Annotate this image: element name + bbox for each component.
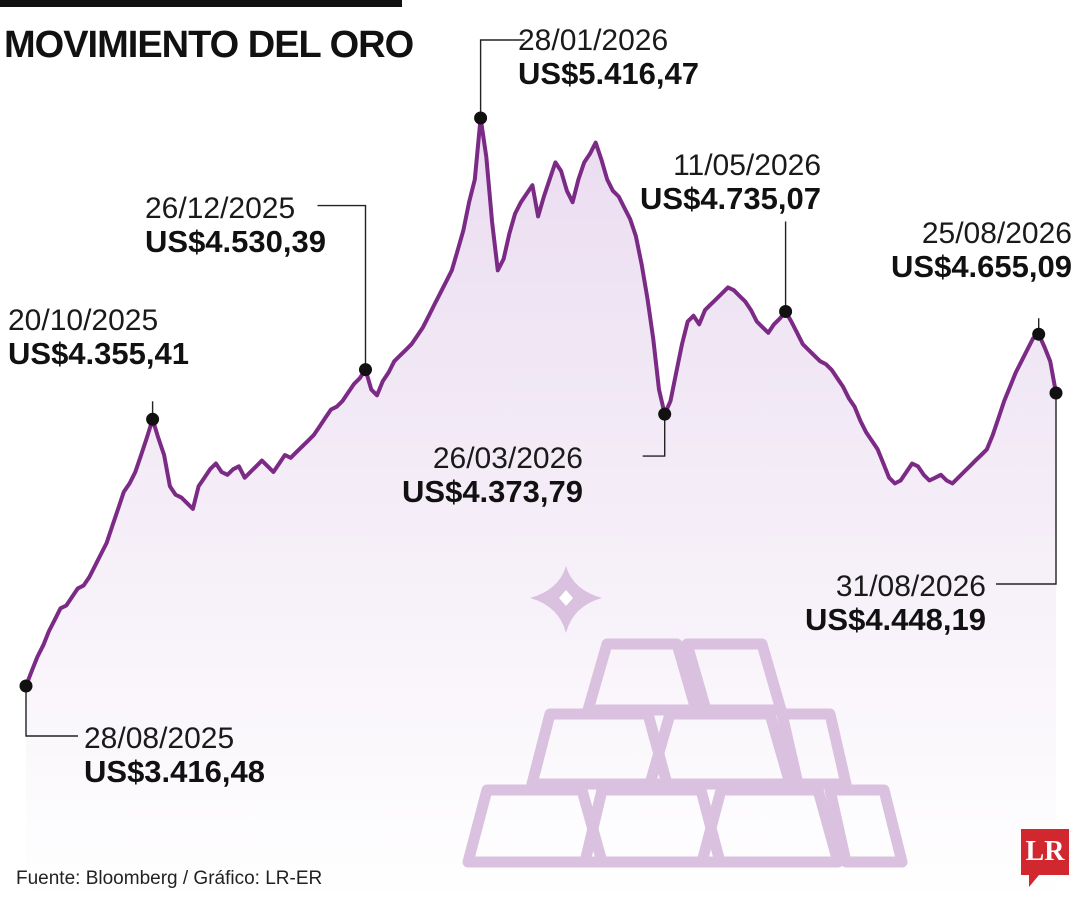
annotation-point	[1032, 327, 1046, 341]
gold-bar-icon	[696, 784, 844, 868]
annotation-point	[146, 412, 160, 426]
gold-bar-icon	[776, 708, 852, 790]
annotation-point	[779, 305, 793, 318]
source-note: Fuente: Bloomberg / Gráfico: LR-ER	[16, 868, 323, 889]
annotation-date: 25/08/2026	[922, 217, 1072, 250]
annotation-leader	[996, 393, 1057, 585]
gold-bar-icon	[644, 708, 796, 790]
price-line	[24, 116, 1058, 688]
chart-title: MOVIMIENTO DEL ORO	[4, 24, 414, 66]
sparkle-center	[559, 590, 573, 606]
gold-bar-icon	[824, 784, 908, 868]
annotation-value: US$5.416,47	[518, 56, 699, 91]
data-marks	[19, 39, 1063, 737]
annotation-leader	[25, 686, 78, 737]
annotation-point	[1049, 386, 1063, 400]
annotation-value: US$4.448,19	[805, 602, 986, 637]
annotation-date: 28/08/2025	[84, 722, 234, 755]
annotation-point	[19, 679, 33, 693]
annotation-value: US$4.655,09	[891, 249, 1072, 284]
annotation-value: US$4.355,41	[8, 336, 189, 371]
annotation-point	[474, 111, 488, 125]
top-rule	[0, 0, 402, 7]
annotation-date: 26/03/2026	[433, 442, 583, 475]
annotation-date: 20/10/2025	[8, 304, 158, 337]
annotation-value: US$3.416,48	[84, 754, 265, 789]
annotation-leader	[479, 39, 525, 118]
annotation-date: 31/08/2026	[836, 570, 986, 603]
gold-bars-illustration	[462, 566, 908, 868]
annotation-value: US$4.530,39	[145, 224, 326, 259]
annotation-value: US$4.735,07	[640, 181, 821, 216]
annotation-point	[658, 407, 672, 421]
annotation-point	[359, 363, 372, 377]
annotation-value: US$4.373,79	[402, 474, 583, 509]
annotation-date: 26/12/2025	[145, 192, 295, 225]
annotation-date: 11/05/2026	[673, 149, 821, 182]
annotation-leader	[642, 414, 666, 457]
price-area	[26, 118, 1056, 900]
annotation-date: 28/01/2026	[518, 24, 668, 57]
lr-logo: LR	[1021, 829, 1069, 887]
annotation-leader	[317, 204, 367, 370]
